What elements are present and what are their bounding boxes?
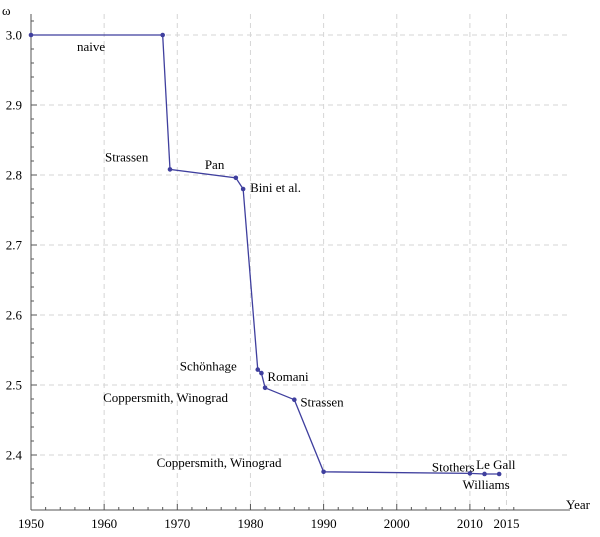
x-tick-label: 2000 <box>384 516 410 531</box>
x-tick-label: 2010 <box>457 516 483 531</box>
y-tick-label: 2.4 <box>6 448 23 463</box>
data-point <box>467 471 473 476</box>
point-labels: naive Strassen Pan Bini et al. Schönhage Roma… <box>77 39 516 492</box>
point-label: Strassen <box>300 395 344 410</box>
x-tick-label: 1960 <box>91 516 117 531</box>
point-label: Le Gall <box>476 457 516 472</box>
y-tick-label: 2.8 <box>6 168 22 183</box>
x-tick-label: 1980 <box>237 516 263 531</box>
y-tick-label: 2.7 <box>6 238 23 253</box>
data-point <box>240 186 246 192</box>
x-tick-label: 1950 <box>18 516 44 531</box>
point-label: Coppersmith, Winograd <box>103 390 228 405</box>
y-tick-label: 2.6 <box>6 308 23 323</box>
data-point <box>167 167 173 172</box>
data-point <box>255 367 261 372</box>
x-axis-title: Year <box>566 497 591 512</box>
point-label: Romani <box>267 369 309 384</box>
y-tick-label: 2.9 <box>6 98 22 113</box>
x-tick-label: 1970 <box>164 516 190 531</box>
point-label: Bini et al. <box>250 180 301 195</box>
y-axis-title: ω <box>2 3 11 18</box>
tick-marks <box>30 20 515 510</box>
data-point <box>321 469 326 475</box>
data-point <box>259 370 264 376</box>
y-tick-label: 3.0 <box>6 28 22 43</box>
data-point <box>233 175 239 181</box>
point-label: Pan <box>205 157 225 172</box>
data-point <box>482 471 487 477</box>
axes <box>30 14 570 511</box>
point-label: Stothers <box>432 459 475 474</box>
data-point <box>292 397 297 403</box>
data-point <box>28 32 34 38</box>
grid <box>31 14 570 510</box>
y-tick-label: 2.5 <box>6 378 22 393</box>
tick-labels: 1950 1960 1970 1980 1990 2000 2010 2015 2.4 2.5 2.… <box>6 28 520 532</box>
x-tick-label: 1990 <box>311 516 337 531</box>
series-line <box>31 34 500 475</box>
point-label: Strassen <box>105 149 149 164</box>
point-label: Coppersmith, Winograd <box>157 455 282 470</box>
x-tick-label: 2015 <box>493 516 519 531</box>
point-label: Schönhage <box>180 359 237 374</box>
data-point <box>262 385 268 391</box>
data-point <box>496 471 502 477</box>
point-label: naive <box>77 39 105 54</box>
data-point <box>160 32 165 38</box>
point-label: Williams <box>463 477 510 492</box>
series-omega <box>31 34 500 475</box>
data-points <box>28 32 502 477</box>
